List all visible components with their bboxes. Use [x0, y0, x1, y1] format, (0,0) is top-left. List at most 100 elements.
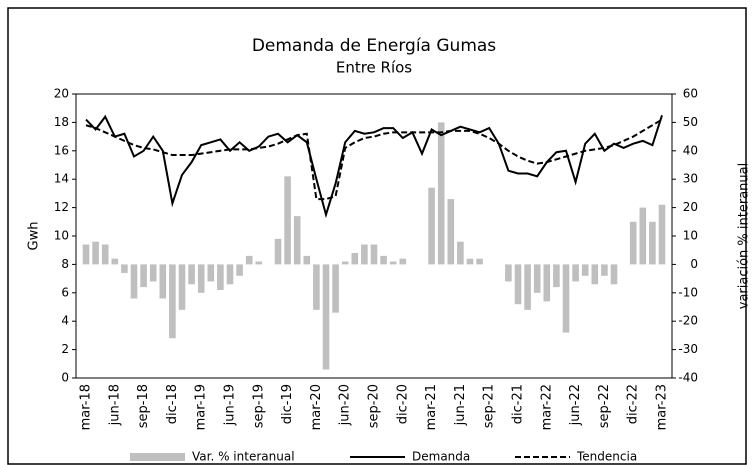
- bar: [389, 261, 397, 265]
- x-tick-label: mar-20: [309, 384, 324, 430]
- x-tick-label: mar-23: [655, 384, 670, 430]
- y-tick-label: 2: [61, 342, 69, 356]
- bar: [553, 264, 560, 288]
- bar: [217, 264, 224, 290]
- bar: [341, 261, 349, 265]
- bar: [543, 264, 551, 302]
- x-tick-label: mar-22: [539, 384, 554, 430]
- x-tick-label: jun-22: [568, 384, 583, 426]
- bar: [581, 264, 589, 276]
- x-tick-label: dic-22: [626, 384, 641, 424]
- bar: [284, 176, 291, 265]
- bar: [601, 264, 608, 276]
- bar: [245, 255, 253, 265]
- legend-label: Demanda: [412, 450, 470, 464]
- line: [85, 118, 663, 201]
- bar: [399, 258, 407, 265]
- y2-axis-label: variación % interanual: [737, 163, 752, 309]
- bar: [562, 264, 570, 333]
- bar: [236, 264, 243, 276]
- y2-tick-label: -30: [678, 342, 698, 356]
- bar: [169, 264, 176, 339]
- x-tick-label: sep-21: [482, 384, 497, 428]
- bar: [639, 207, 647, 265]
- y-axis-label: Gwh: [27, 222, 42, 251]
- bar: [437, 122, 445, 265]
- x-tick-label: mar-21: [424, 384, 439, 430]
- bar: [658, 204, 666, 265]
- bar: [524, 264, 531, 310]
- y-tick-label: 16: [54, 143, 69, 157]
- bar: [226, 264, 234, 285]
- bar: [274, 238, 282, 265]
- x-tick-label: dic-21: [511, 384, 526, 424]
- bar: [101, 244, 109, 265]
- y2-tick-label: 60: [683, 87, 698, 101]
- y-tick-label: 12: [54, 200, 69, 214]
- y2-tick-label: 10: [683, 229, 698, 243]
- bar: [159, 264, 167, 299]
- bar: [178, 264, 186, 310]
- x-tick-label: dic-19: [280, 384, 295, 424]
- x-tick-label: sep-18: [136, 384, 151, 428]
- bar: [591, 264, 599, 285]
- bar: [447, 199, 455, 265]
- y-tick-label: 6: [61, 285, 69, 299]
- bar: [351, 253, 359, 265]
- bar: [361, 244, 368, 265]
- bar: [629, 221, 637, 265]
- x-tick-label: jun-20: [338, 384, 353, 426]
- chart-subtitle: Entre Ríos: [336, 59, 412, 77]
- y2-tick-label: 30: [683, 172, 698, 186]
- x-tick-label: jun-18: [107, 384, 122, 426]
- y2-tick-label: -40: [678, 371, 698, 385]
- bar: [140, 264, 147, 288]
- bar: [197, 264, 205, 293]
- bar: [303, 255, 311, 265]
- y-tick-label: 0: [61, 371, 69, 385]
- bar: [428, 187, 435, 265]
- y2-tick-label: -20: [678, 314, 698, 328]
- bar: [514, 264, 522, 305]
- bar: [457, 241, 464, 265]
- bar: [207, 264, 215, 282]
- y-tick-label: 10: [54, 229, 69, 243]
- bar: [332, 264, 339, 313]
- x-tick-label: sep-22: [597, 384, 612, 428]
- y2-tick-label: 0: [690, 257, 698, 271]
- bar: [121, 264, 128, 273]
- y-tick-label: 4: [61, 314, 69, 328]
- x-tick-label: mar-18: [79, 384, 94, 430]
- bar: [370, 244, 378, 265]
- y2-tick-label: -10: [678, 285, 698, 299]
- bar: [533, 264, 541, 293]
- y-tick-label: 8: [61, 257, 69, 271]
- y2-tick-label: 50: [683, 115, 698, 129]
- bar: [149, 264, 157, 282]
- y-tick-label: 20: [54, 87, 69, 101]
- bar: [649, 221, 656, 265]
- bar: [313, 264, 320, 310]
- bar: [476, 258, 483, 265]
- x-tick-label: jun-21: [453, 384, 468, 426]
- bar: [380, 255, 387, 265]
- y-tick-label: 14: [54, 172, 69, 186]
- legend-swatch: [130, 453, 185, 461]
- legend-label: Tendencia: [576, 450, 637, 464]
- bar: [188, 264, 195, 285]
- bar: [82, 244, 90, 265]
- y2-tick-label: 20: [683, 200, 698, 214]
- x-tick-label: jun-19: [223, 384, 238, 426]
- legend-label: Var. % interanual: [192, 450, 295, 464]
- bar: [255, 261, 263, 265]
- x-tick-label: mar-19: [194, 384, 209, 430]
- line: [85, 114, 663, 219]
- bar: [466, 258, 474, 265]
- bar: [92, 241, 99, 265]
- bar: [610, 264, 618, 285]
- x-tick-label: dic-20: [395, 384, 410, 424]
- y2-tick-label: 40: [683, 143, 698, 157]
- x-tick-label: sep-19: [251, 384, 266, 428]
- y-tick-label: 18: [54, 115, 69, 129]
